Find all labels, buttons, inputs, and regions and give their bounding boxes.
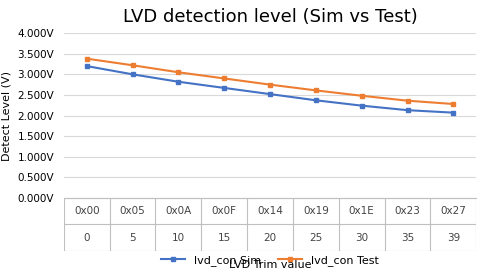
lvd_con Test [359,94,365,97]
Text: 30: 30 [355,232,368,243]
lvd_con Sim [175,80,181,83]
Text: 20: 20 [264,232,276,243]
Text: LVD Trim value: LVD Trim value [229,260,311,270]
lvd_con Sim [359,104,365,107]
lvd_con Test [267,83,273,86]
lvd_con Sim [84,64,90,68]
lvd_con Sim [405,108,410,112]
Text: 0x19: 0x19 [303,206,329,216]
Text: 39: 39 [447,232,460,243]
Text: 35: 35 [401,232,414,243]
Text: 0x05: 0x05 [120,206,145,216]
Text: 0x14: 0x14 [257,206,283,216]
lvd_con Test [130,63,136,67]
Text: 0: 0 [83,232,90,243]
lvd_con Test [221,77,227,80]
Text: 0x0F: 0x0F [212,206,237,216]
Text: 0x27: 0x27 [440,206,466,216]
lvd_con Sim [267,92,273,96]
Y-axis label: Detect Level (V): Detect Level (V) [2,71,12,161]
Text: 15: 15 [218,232,231,243]
Legend: lvd_con Sim, lvd_con Test: lvd_con Sim, lvd_con Test [157,251,383,270]
Text: 5: 5 [129,232,136,243]
Text: 0x23: 0x23 [395,206,420,216]
lvd_con Sim [130,73,136,76]
Text: 0x00: 0x00 [74,206,100,216]
lvd_con Test [175,71,181,74]
lvd_con Test [405,99,410,102]
Text: 10: 10 [172,232,185,243]
Text: 25: 25 [309,232,323,243]
Line: lvd_con Test: lvd_con Test [84,56,456,107]
Line: lvd_con Sim: lvd_con Sim [84,64,456,115]
lvd_con Sim [221,86,227,90]
lvd_con Test [450,102,456,106]
lvd_con Sim [450,111,456,114]
Title: LVD detection level (Sim vs Test): LVD detection level (Sim vs Test) [123,8,417,26]
Text: 0x0A: 0x0A [165,206,191,216]
Text: 0x1E: 0x1E [349,206,375,216]
lvd_con Test [84,57,90,60]
lvd_con Sim [313,99,319,102]
lvd_con Test [313,89,319,92]
